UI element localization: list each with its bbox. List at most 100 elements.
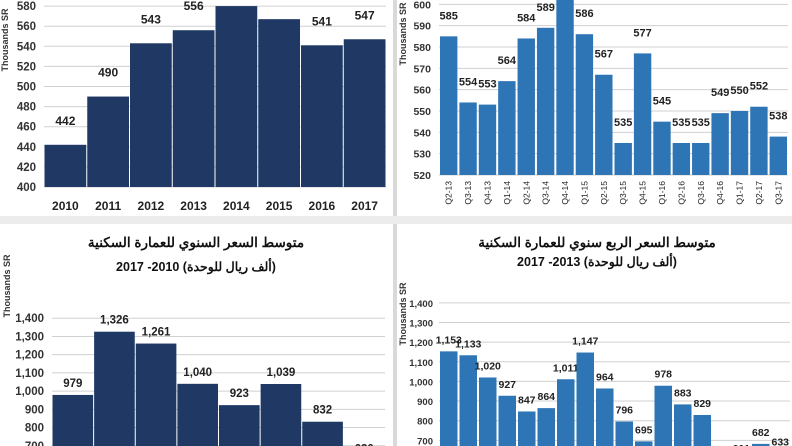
bar-Q4-14: [557, 379, 575, 446]
y-tick-label: 520: [17, 61, 36, 73]
y-axis-label: Thousands SR: [2, 254, 12, 318]
y-tick-label: 560: [17, 21, 36, 33]
x-tick-label: Q4-15: [638, 181, 648, 205]
bar-value-label: 864: [537, 391, 555, 403]
y-tick-label: 560: [413, 85, 431, 97]
bar-2015: [258, 19, 300, 187]
x-tick-label: Q1-17: [735, 181, 745, 205]
bar-value-label: 543: [141, 12, 161, 26]
bar-Q3-13: [459, 355, 477, 446]
x-tick-label: 2011: [95, 199, 121, 213]
horizontal-divider: [0, 216, 792, 224]
bar-Q2-15: [596, 388, 614, 446]
y-tick-label: 1,100: [409, 358, 433, 369]
chart-title: متوسط السعر الربع سنوي للعمارة السكنية: [478, 235, 716, 251]
y-tick-label: 900: [25, 404, 44, 416]
y-tick-label: 590: [413, 21, 431, 33]
bar-value-label: 564: [498, 55, 517, 67]
x-tick-label: 2016: [309, 199, 336, 213]
x-tick-label: Q4-13: [482, 181, 492, 205]
bar-Q3-14: [537, 408, 555, 446]
bar-value-label: 584: [517, 12, 536, 24]
y-tick-label: 540: [17, 41, 36, 53]
bar-value-label: 552: [750, 81, 768, 93]
bar-Q1-16: [654, 385, 672, 446]
y-tick-label: 800: [25, 423, 44, 435]
bar-Q1-14: [498, 81, 516, 175]
bar-value-label: 550: [730, 85, 748, 97]
y-tick-label: 1,400: [15, 313, 44, 325]
bar-value-label: 586: [575, 8, 593, 20]
bar-value-label: 695: [635, 424, 653, 436]
bar-Q4-16: [711, 113, 729, 175]
bar-value-label: 832: [313, 405, 332, 417]
bar-Q3-13: [459, 102, 477, 175]
x-tick-label: Q1-14: [502, 181, 512, 205]
x-tick-label: Q3-17: [773, 181, 783, 205]
bar-Q1-17: [730, 111, 749, 175]
bar-2014: [215, 6, 258, 187]
y-tick-label: 1,400: [409, 299, 433, 310]
x-tick-label: Q1-15: [579, 181, 589, 205]
y-tick-label: 420: [17, 162, 36, 174]
bar-Q2-14: [518, 411, 536, 446]
bar-Q4-13: [479, 377, 497, 446]
x-tick-label: 2012: [138, 199, 165, 213]
bar-value-label: 549: [711, 87, 729, 99]
bar-2013: [172, 30, 215, 187]
chart-svg-p4: متوسط السعر الربع سنوي للعمارة السكنية (أ…: [398, 235, 790, 446]
y-tick-label: 580: [413, 42, 431, 54]
bar-value-label: 1,039: [267, 367, 296, 379]
y-axis-label: Thousands SR: [398, 282, 408, 346]
bar-2012: [130, 43, 172, 187]
bar-value-label: 535: [614, 117, 632, 129]
bar-2010: [52, 394, 94, 446]
bar-2011: [87, 96, 129, 187]
y-axis-label: Thousands SR: [0, 8, 10, 72]
y-tick-label: 520: [413, 170, 431, 182]
bar-Q2-13: [440, 351, 458, 446]
bar-value-label: 535: [692, 117, 710, 129]
bar-Q4-15: [633, 53, 652, 175]
x-tick-label: Q2-14: [521, 181, 531, 205]
bar-value-label: 442: [55, 114, 75, 128]
chart-panel-annual-residential-building: متوسط السعر السنوي للعمارة السكنية (ألف ر…: [0, 224, 393, 446]
x-tick-label: Q3-14: [541, 181, 551, 205]
bar-Q2-17: [750, 106, 768, 175]
bar-2011: [94, 331, 135, 446]
bar-Q1-15: [575, 34, 594, 176]
bar-Q4-15: [635, 441, 653, 446]
bar-Q3-16: [692, 143, 710, 175]
y-tick-label: 460: [17, 122, 36, 134]
y-tick-label: 700: [417, 436, 433, 446]
y-tick-label: 1,200: [15, 350, 44, 362]
x-tick-label: Q4-16: [715, 181, 725, 205]
bar-value-label: 829: [693, 398, 711, 410]
y-tick-label: 1,200: [409, 338, 433, 349]
chart-svg-p3: متوسط السعر السنوي للعمارة السكنية (ألف ر…: [2, 235, 385, 446]
bar-Q2-17: [752, 443, 770, 446]
chart-title: متوسط السعر السنوي للعمارة السكنية: [88, 235, 304, 251]
x-tick-label: 2010: [52, 199, 79, 213]
bar-2012: [135, 343, 177, 446]
bar-value-label: 541: [312, 14, 332, 28]
x-tick-label: Q2-16: [676, 181, 686, 205]
bar-value-label: 633: [771, 437, 789, 446]
bar-value-label: 567: [595, 49, 613, 61]
bar-value-label: 682: [752, 427, 770, 439]
chart-panel-quarterly-residential-building: متوسط السعر الربع سنوي للعمارة السكنية (أ…: [397, 224, 792, 446]
y-axis-label: Thousands SR: [398, 2, 408, 66]
bar-value-label: 979: [63, 378, 82, 390]
bar-value-label: 620: [355, 443, 374, 446]
bar-value-label: 964: [596, 371, 614, 383]
bar-value-label: 1,011: [553, 362, 579, 374]
bar-value-label: 535: [672, 117, 690, 129]
bar-value-label: 1,326: [100, 315, 129, 327]
y-tick-label: 580: [17, 1, 36, 13]
y-tick-label: 530: [413, 149, 431, 161]
bar-Q1-16: [653, 121, 671, 175]
y-tick-label: 600: [413, 0, 431, 11]
bar-2015: [260, 384, 302, 446]
bar-Q2-13: [440, 36, 458, 176]
